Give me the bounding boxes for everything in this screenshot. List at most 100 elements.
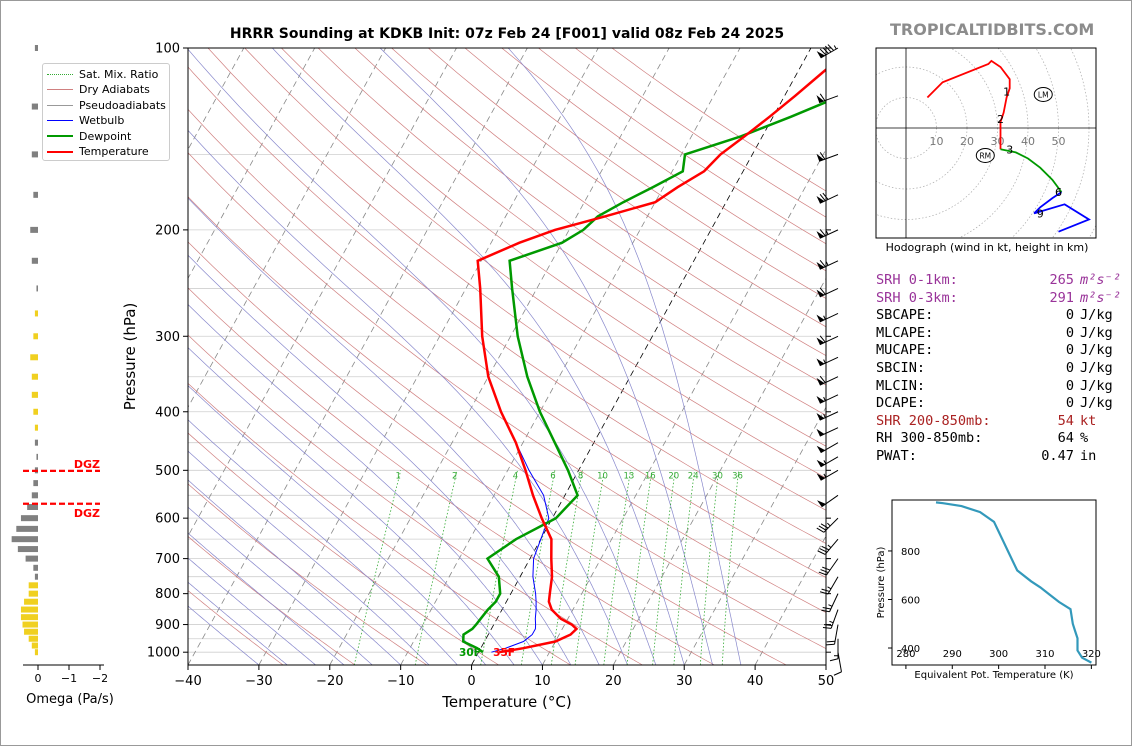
dry-adiabat xyxy=(188,432,499,665)
x-tick-label: 10 xyxy=(534,674,551,689)
hodo-height-label: 9 xyxy=(1037,207,1044,220)
wind-barb-staff xyxy=(819,376,839,386)
wind-barb-flag xyxy=(816,428,825,437)
wind-barb-line xyxy=(819,229,826,237)
wind-barb-line xyxy=(822,566,831,571)
x-tick-label: 0 xyxy=(467,674,475,689)
stat-row: MUCAPE: 0 J/kg xyxy=(876,342,1121,360)
stat-label: SRH 0-3km: xyxy=(876,289,958,306)
theta-x-tick-label: 280 xyxy=(896,649,915,660)
legend-label: Pseudoadiabats xyxy=(79,98,166,112)
mixing-ratio-label: 30 xyxy=(712,472,723,482)
wind-barb-line xyxy=(816,527,825,533)
x-tick-label: 30 xyxy=(676,674,693,689)
wind-barb-staff xyxy=(820,456,839,468)
mixing-ratio-label: 4 xyxy=(513,472,518,482)
stat-unit: m²s⁻² xyxy=(1080,289,1121,306)
omega-bar xyxy=(25,555,38,562)
wind-barb xyxy=(816,456,839,468)
y-tick-label: 900 xyxy=(155,618,180,633)
wind-barb xyxy=(816,259,839,270)
surface-temperature-label: 35F xyxy=(493,647,515,659)
wind-barb-line xyxy=(826,643,835,646)
omega-bar xyxy=(27,503,38,510)
wind-barb-half xyxy=(828,604,833,607)
legend-label: Temperature xyxy=(79,145,149,158)
omega-bar xyxy=(17,546,38,553)
wind-barb-staff xyxy=(819,95,839,104)
omega-bar xyxy=(36,453,38,460)
wind-barb-flag xyxy=(817,500,826,507)
stat-row: MLCAPE: 0 J/kg xyxy=(876,325,1121,343)
wind-barb xyxy=(818,558,839,576)
isotherm xyxy=(188,48,457,537)
wind-barb-line xyxy=(819,48,827,56)
y-axis-label: Pressure (hPa) xyxy=(121,303,139,411)
mixing-ratio-line xyxy=(414,470,458,665)
pseudoadiabat xyxy=(272,48,685,665)
omega-bar xyxy=(20,614,38,621)
y-tick-label: 800 xyxy=(155,587,180,602)
omega-bar xyxy=(24,628,38,635)
wind-barb-half xyxy=(823,359,826,364)
wind-barb-half xyxy=(823,396,826,401)
wind-barb-half xyxy=(827,544,832,548)
mixing-ratio-label: 20 xyxy=(668,472,679,482)
omega-plot: 0 −1 −2 Omega (Pa/s) DGZ DGZ xyxy=(11,45,114,707)
stat-row: SRH 0-3km: 291 m²s⁻² xyxy=(876,290,1121,308)
wind-barb-flag xyxy=(816,153,824,162)
legend-entry: Sat. Mix. Ratio xyxy=(47,67,158,81)
omega-bar xyxy=(16,525,38,532)
stat-unit: % xyxy=(1080,430,1089,447)
x-tick-label: −10 xyxy=(387,674,414,689)
hodo-ring-label: 40 xyxy=(1021,135,1035,148)
mixing-ratio-line xyxy=(480,470,518,665)
y-tick-label: 200 xyxy=(155,223,180,238)
stat-row: SRH 0-1km: 265 m²s⁻² xyxy=(876,272,1121,290)
pseudoadiabat xyxy=(507,48,742,665)
dry-adiabat xyxy=(207,48,826,511)
stat-label: SHR 200-850mb: xyxy=(876,412,991,429)
wind-barb-flag xyxy=(816,289,825,297)
wind-barb-line xyxy=(822,192,829,200)
wind-barb xyxy=(816,287,839,298)
hodo-marker-label: LM xyxy=(1038,90,1049,99)
hodo-segment xyxy=(926,59,1011,150)
pseudoadiabat xyxy=(188,450,430,665)
wind-barb-half xyxy=(823,460,827,465)
stat-unit: m²s⁻² xyxy=(1080,272,1121,288)
legend-label: Dewpoint xyxy=(79,129,132,143)
dry-adiabat xyxy=(188,66,826,544)
wind-barb-half xyxy=(827,522,831,527)
wind-barb-line xyxy=(833,671,842,676)
theta-y-tick-label: 800 xyxy=(901,547,920,558)
legend-entry: Dry Adiabats xyxy=(47,83,150,97)
legend-swatch xyxy=(47,89,73,90)
wind-barb-staff xyxy=(819,287,839,298)
wind-barb-half xyxy=(823,315,826,320)
dry-adiabat xyxy=(188,152,826,613)
wind-barb xyxy=(816,335,839,346)
pseudoadiabat xyxy=(188,532,345,665)
legend-entry: Temperature xyxy=(47,145,149,159)
dry-adiabat xyxy=(188,382,571,665)
wind-barb-half xyxy=(827,586,832,590)
omega-bar xyxy=(30,226,38,233)
wind-barb xyxy=(816,394,839,404)
mixing-ratio-label: 13 xyxy=(624,472,635,482)
wind-barb-line xyxy=(822,47,829,54)
wind-barb-half xyxy=(823,473,827,478)
wind-barb xyxy=(817,538,839,555)
theta-y-tick-label: 600 xyxy=(901,595,920,606)
wind-barb-line xyxy=(821,588,830,592)
isotherm xyxy=(471,48,812,665)
omega-bar xyxy=(28,635,38,642)
wind-barb-half xyxy=(829,620,834,624)
wind-barb-flag xyxy=(816,412,825,421)
omega-bar xyxy=(22,621,38,628)
pseudoadiabat xyxy=(188,48,657,665)
x-tick-label: 20 xyxy=(605,674,622,689)
dgz-label: DGZ xyxy=(74,507,100,520)
dry-adiabat xyxy=(188,108,826,578)
wind-barb-line xyxy=(820,523,829,529)
